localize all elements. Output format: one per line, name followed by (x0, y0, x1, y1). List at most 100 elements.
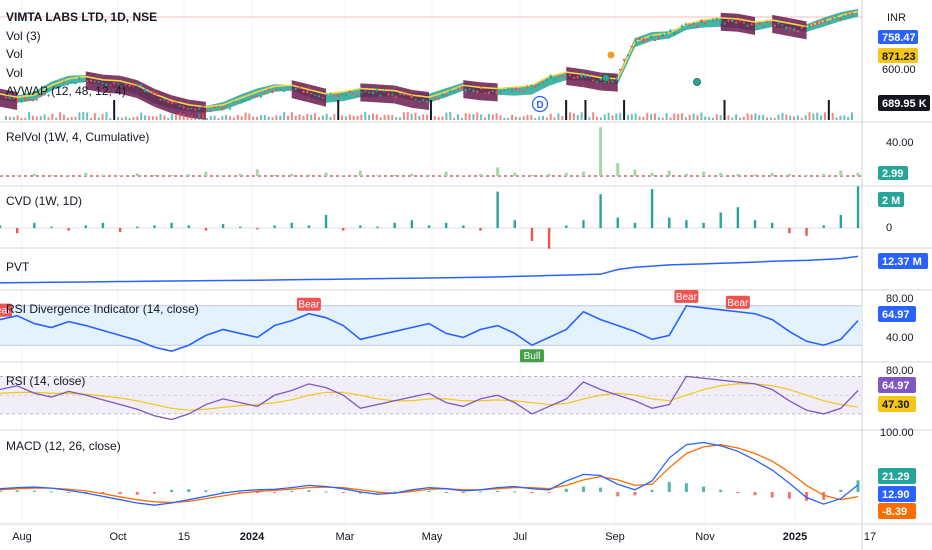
cvd-bar-2 (33, 222, 36, 228)
candle-body-177 (688, 23, 691, 26)
candle-body-106 (414, 99, 417, 101)
relvol-bar-14 (238, 173, 242, 176)
relvol-bar-43 (736, 173, 740, 176)
vol-bar-96 (375, 114, 378, 120)
macd-hist-bar-3 (49, 491, 53, 493)
vol-bar-16 (66, 117, 69, 120)
vol-bar-214 (831, 112, 834, 120)
relvol-pane[interactable] (0, 127, 862, 177)
relvol-bar-28 (478, 173, 482, 176)
vol-bar-128 (499, 115, 502, 120)
dividend-marker-circle (531, 95, 549, 113)
candle-body-138 (537, 84, 541, 86)
candle-body-171 (665, 32, 668, 34)
vol-bar-80 (314, 113, 317, 120)
candle-body-84 (329, 93, 332, 95)
candle-body-76 (298, 87, 301, 89)
rsidiv-tick-80: 80.00 (886, 293, 914, 305)
rsi-divergence-pane[interactable]: Bear Bear Bull Bear Bear (0, 289, 862, 363)
candle-body-20 (82, 80, 85, 82)
price-pane[interactable]: D VIMTA LABS LTD, 1D, NSE Vol (3) Vol Vo… (0, 0, 862, 122)
vol-bar-76 (298, 114, 301, 120)
price-tick-600: 600.00 (882, 64, 916, 76)
candle-body-215 (835, 16, 838, 18)
candle-body-4 (20, 99, 23, 103)
price-axis[interactable]: INR 600.00 40.00 0 80.00 40.00 80.00 100… (880, 12, 916, 439)
cvd-bar-44 (753, 220, 757, 228)
candle-body-206 (800, 27, 803, 29)
candle-body-68 (267, 89, 270, 91)
candle-body-45 (178, 105, 182, 107)
candle-body-59 (232, 101, 236, 103)
vol-bar-12 (51, 113, 54, 120)
cvd-bar-26 (444, 222, 448, 228)
cvd-bar-10 (170, 222, 173, 228)
candle-body-114 (445, 94, 448, 96)
vol-bar-85 (333, 114, 336, 120)
candle-body-119 (464, 88, 467, 92)
vol-bar-173 (673, 113, 676, 120)
indicator-vol-label-2: Vol (6, 66, 23, 80)
vol-bar-191 (742, 116, 745, 120)
candle-body-85 (333, 95, 336, 97)
vol-bar-83 (325, 113, 328, 120)
rsi-pane[interactable] (0, 375, 862, 421)
candle-body-64 (252, 96, 255, 98)
candle-body-202 (785, 26, 788, 30)
candle-body-51 (201, 106, 205, 108)
relvol-bar-40 (684, 173, 688, 176)
dividend-marker[interactable]: D (531, 95, 549, 113)
candle-body-56 (221, 107, 224, 110)
macd-hist-bar-45 (770, 492, 774, 498)
pvt-pane[interactable] (0, 255, 859, 284)
macd-hist-bar-4 (67, 492, 71, 493)
candle-body-180 (700, 19, 703, 23)
cvd-bar-50 (856, 186, 860, 228)
signal-box-0 (0, 303, 12, 317)
candle-body-5 (24, 98, 27, 101)
candle-body-38 (151, 91, 154, 94)
relvol-bar-5 (84, 172, 88, 176)
candle-body-142 (553, 78, 556, 81)
vol-bar-180 (700, 112, 703, 120)
tag-relvol: 2.99 (882, 168, 903, 180)
candle-body-2 (12, 98, 15, 100)
candle-body-34 (136, 85, 139, 87)
vol-bar-142 (553, 117, 556, 120)
candle-body-219 (850, 12, 854, 15)
relvol-bar-35 (599, 127, 603, 176)
candle-body-12 (51, 88, 54, 90)
time-axis[interactable]: Aug Oct 15 2024 Mar May Jul Sep Nov 2025 17 (12, 531, 876, 543)
relvol-bar-31 (530, 174, 534, 176)
candle-body-83 (325, 94, 328, 96)
candle-body-189 (734, 21, 738, 24)
cvd-bar-35 (599, 194, 602, 228)
relvol-bar-38 (650, 172, 654, 176)
candle-body-179 (696, 25, 699, 27)
macd-hist-bar-23 (393, 491, 397, 493)
macd-hist-bar-10 (170, 489, 174, 492)
macd-hist-bar-31 (530, 492, 534, 494)
cvd-bar-38 (650, 189, 654, 228)
relvol-bar-3 (49, 174, 53, 176)
macd-hist-bar-41 (702, 486, 706, 492)
vol-bar-219 (851, 112, 853, 120)
relvol-bar-41 (702, 171, 706, 176)
cvd-pane[interactable] (0, 186, 862, 249)
candle-body-182 (707, 20, 711, 22)
macd-hist-bar-30 (513, 491, 517, 493)
cvd-bar-27 (462, 225, 465, 228)
macd-hist-bar-33 (564, 488, 568, 492)
candle-body-18 (74, 83, 77, 85)
macd-hist-bar-26 (444, 492, 448, 493)
pvt-line (0, 255, 859, 284)
vol-bar-132 (514, 116, 517, 120)
macd-pane[interactable] (0, 441, 860, 506)
candle-body-128 (499, 91, 502, 93)
vol-bar-148 (576, 115, 579, 120)
vol-bar-72 (283, 112, 286, 120)
vol-bar-110 (429, 100, 432, 120)
candle-body-14 (58, 86, 62, 88)
cvd-title: CVD (1W, 1D) (6, 194, 82, 208)
